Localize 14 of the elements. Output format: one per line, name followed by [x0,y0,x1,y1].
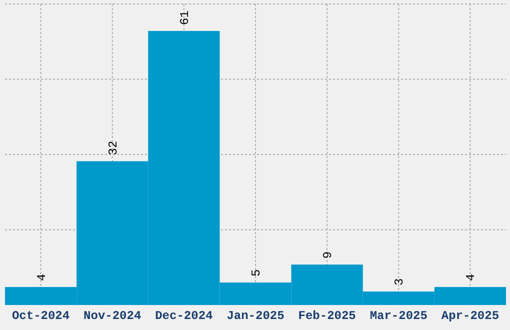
x-tick-label: Mar-2025 [370,309,428,323]
x-tick-label: Apr-2025 [441,309,500,323]
x-tick-label: Nov-2024 [84,309,142,323]
data-label: 61 [178,10,192,25]
data-label: 32 [106,140,120,156]
data-label: 5 [250,269,264,277]
data-label: 4 [34,274,49,282]
data-label: 3 [392,278,407,286]
x-tick-label: Feb-2025 [298,309,356,323]
x-tick-label: Jan-2025 [226,309,284,323]
data-label: 4 [464,274,478,282]
x-tick-label: Oct-2024 [12,309,70,323]
x-tick-label: Dec-2024 [155,309,213,323]
data-label: 9 [321,251,336,259]
